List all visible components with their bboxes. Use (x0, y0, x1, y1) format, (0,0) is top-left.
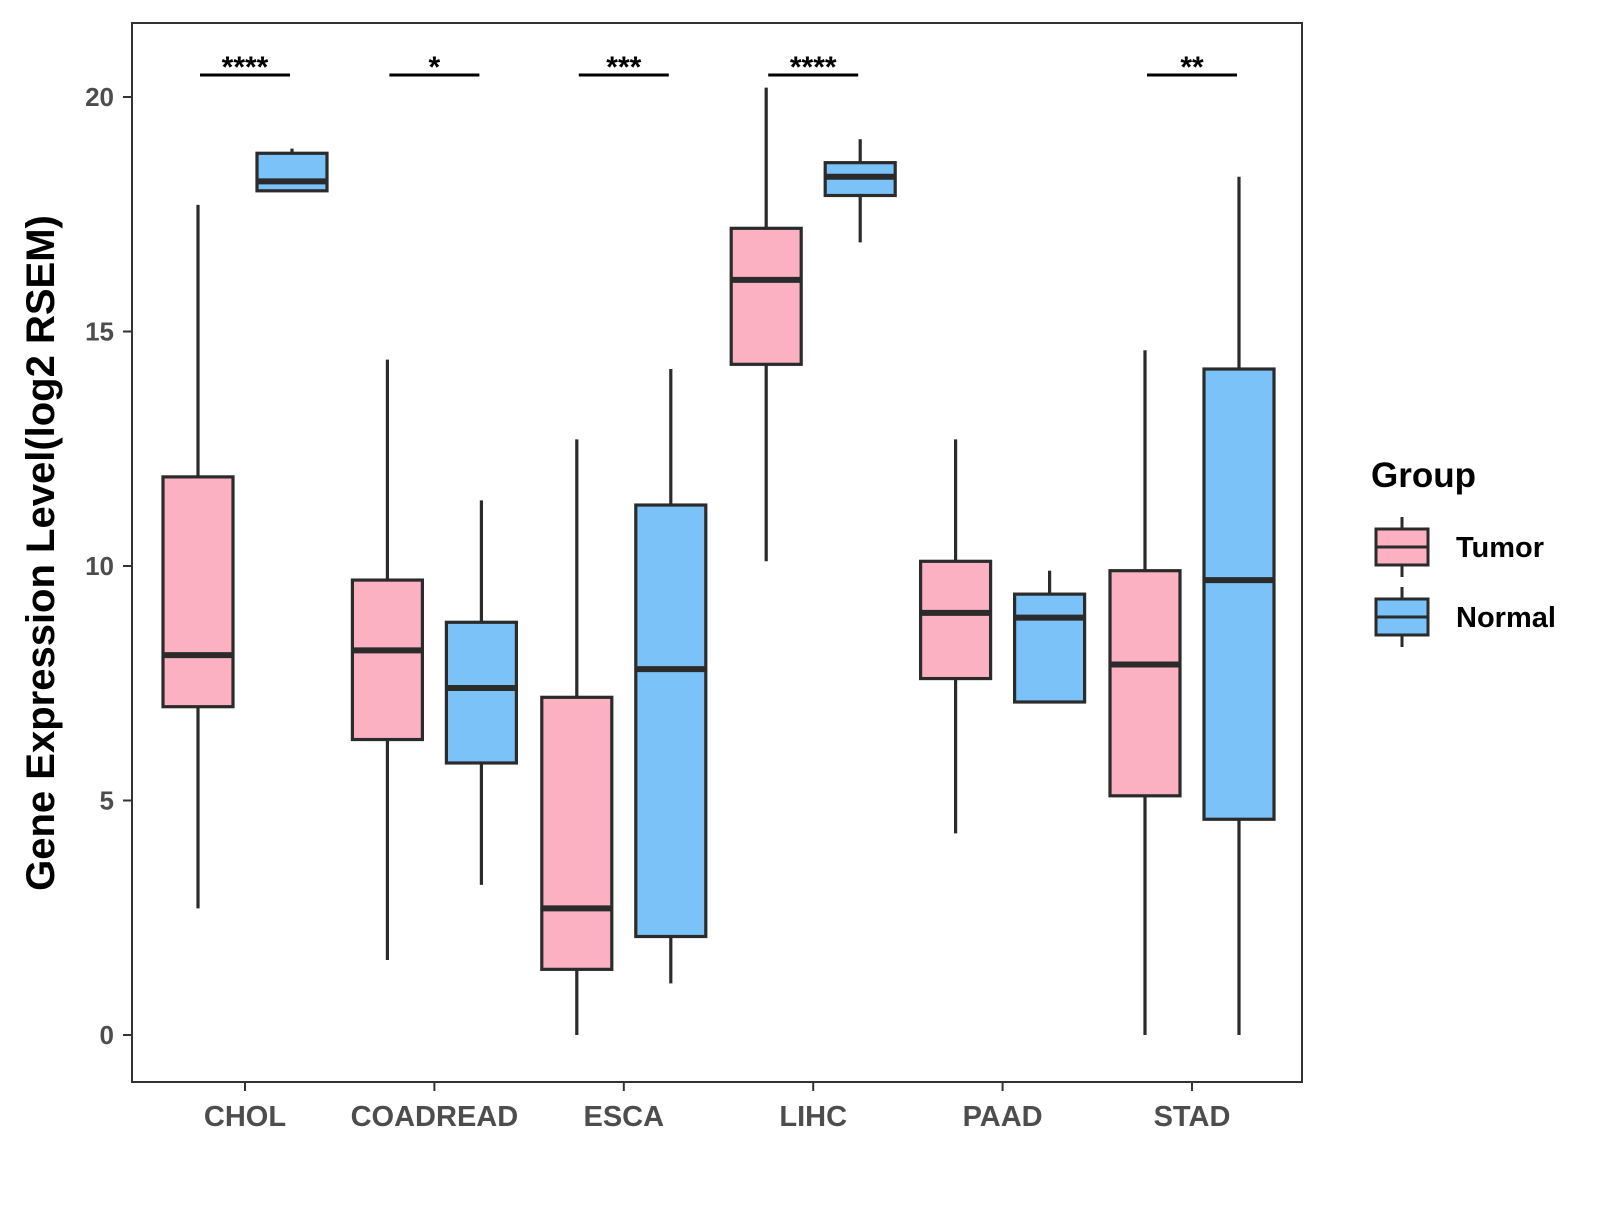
legend: Group Tumor Normal (1371, 456, 1556, 647)
legend-title: Group (1371, 456, 1476, 495)
legend-label-tumor: Tumor (1456, 532, 1544, 564)
box-series (161, 87, 1276, 1035)
box-body (1202, 367, 1276, 821)
y-axis: 0 5 10 15 20 (85, 82, 132, 1050)
x-tick-label-stad: STAD (1154, 1101, 1231, 1133)
box-normal-coadread (444, 500, 518, 885)
box-tumor-paad (918, 439, 993, 834)
legend-item-tumor: Tumor (1374, 517, 1544, 577)
y-tick-label: 0 (100, 1020, 114, 1050)
box-tumor-esca (540, 439, 614, 1035)
box-body (918, 559, 993, 681)
box-body (444, 620, 518, 765)
y-tick-label: 10 (85, 551, 114, 581)
y-tick-label: 15 (85, 317, 114, 347)
legend-item-normal: Normal (1374, 587, 1556, 647)
box-normal-chol (255, 148, 329, 193)
x-tick-label-coadread: COADREAD (351, 1101, 519, 1133)
x-axis: CHOL COADREAD ESCA LIHC PAAD STAD (204, 1082, 1230, 1133)
x-tick-label-paad: PAAD (963, 1101, 1043, 1133)
plot-panel (131, 22, 1303, 1083)
significance-label: * (429, 51, 441, 84)
box-normal-esca (634, 369, 708, 984)
significance-coadread: * (389, 51, 480, 84)
box-body (161, 475, 235, 709)
box-tumor-lihc (729, 87, 803, 562)
y-tick-label: 5 (100, 786, 114, 816)
significance-label: **** (222, 51, 269, 84)
y-tick-label: 20 (85, 82, 114, 112)
box-normal-paad (1012, 570, 1087, 704)
significance-chol: **** (200, 51, 290, 84)
box-body (540, 695, 614, 971)
box-body (729, 226, 803, 366)
x-tick-label-lihc: LIHC (779, 1101, 847, 1133)
box-body (255, 151, 329, 193)
legend-label-normal: Normal (1456, 602, 1556, 634)
x-tick-label-esca: ESCA (584, 1101, 665, 1133)
significance-label: *** (606, 51, 641, 84)
box-body (350, 578, 424, 742)
box-normal-stad (1202, 176, 1276, 1035)
significance-stad: ** (1147, 51, 1237, 84)
significance-annotations: **** * *** **** ** (200, 51, 1237, 84)
box-tumor-chol (161, 204, 235, 909)
significance-label: **** (790, 51, 837, 84)
y-axis-title: Gene Expression Level(log2 RSEM) (19, 215, 63, 891)
significance-label: ** (1180, 51, 1204, 84)
box-tumor-stad (1108, 350, 1182, 1035)
box-body (1108, 569, 1182, 798)
box-normal-lihc (823, 139, 897, 243)
x-tick-label-chol: CHOL (204, 1101, 286, 1133)
box-body (1012, 592, 1087, 704)
box-body (634, 503, 708, 939)
box-tumor-coadread (350, 359, 424, 960)
significance-lihc: **** (768, 51, 859, 84)
significance-esca: *** (578, 51, 669, 84)
